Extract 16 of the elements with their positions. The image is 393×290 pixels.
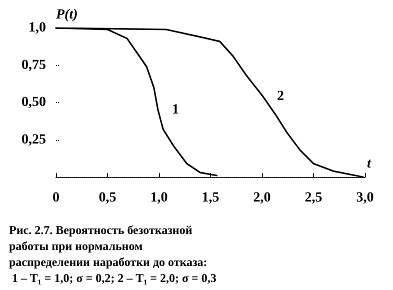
y-axis-title: P(t) (56, 8, 78, 22)
series-label: 2 (277, 89, 284, 104)
x-tick-label: 2,0 (253, 190, 271, 206)
x-tick-label: 0 (52, 190, 60, 206)
x-tick-label: 2,5 (304, 190, 322, 206)
x-tick-label: 1,5 (202, 190, 220, 206)
text: Рис. 2.7. Вероятность безотказной работы при нормальном распределении наработки до отказа: 1 – T₁ = 1,0; σ = 0,2; 2 – T₁ = 2,0; σ = 0,3 (9, 223, 216, 285)
series-label: 1 (172, 102, 179, 118)
y-tick-label: 0,25 (22, 132, 46, 148)
x-tick-label: 3,0 (356, 190, 374, 206)
x-tick-label: 1,0 (150, 190, 168, 206)
x-tick-label: 0,5 (98, 190, 116, 206)
x-axis-title: t (367, 156, 372, 172)
y-tick-label: 0,50 (22, 95, 46, 110)
y-tick-label: 0,75 (22, 58, 46, 73)
y-tick-label: 1,0 (28, 20, 46, 36)
